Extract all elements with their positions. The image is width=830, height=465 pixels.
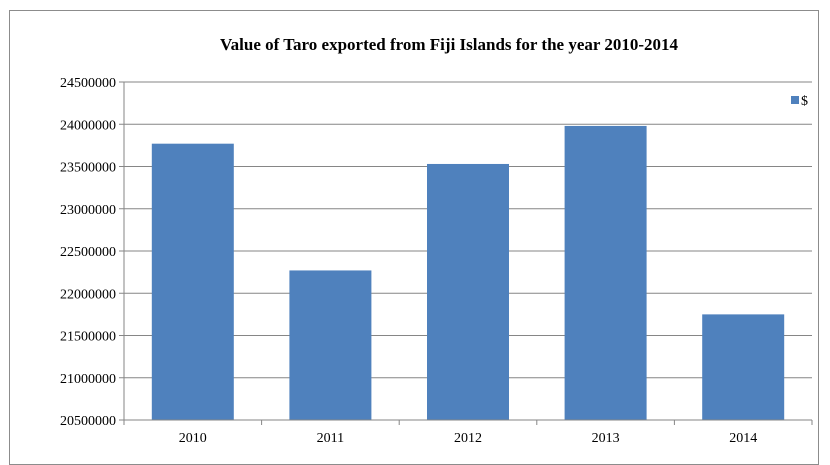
x-axis-ticks: 2010 2011 2012 2013 2014 (123, 420, 813, 446)
bar-2011 (289, 270, 372, 420)
x-tick-label: 2014 (729, 431, 757, 446)
bar-2012 (427, 163, 509, 420)
x-tick-label: 2012 (454, 431, 482, 446)
bar-2014 (702, 314, 785, 420)
bar-2013 (564, 125, 647, 420)
x-tick-label: 2013 (592, 431, 620, 446)
y-tick-label: 21000000 (60, 372, 116, 387)
chart-title: Value of Taro exported from Fiji Islands… (220, 35, 679, 54)
chart-frame (9, 10, 819, 465)
y-tick-label: 23000000 (60, 203, 116, 218)
y-tick-label: 22000000 (60, 287, 116, 302)
y-tick-label: 21500000 (60, 330, 116, 345)
legend-label: $ (801, 94, 808, 109)
y-tick-label: 20500000 (60, 414, 116, 429)
y-tick-label: 24500000 (60, 76, 116, 91)
x-tick-label: 2011 (317, 431, 344, 446)
y-tick-label: 23500000 (60, 161, 116, 176)
legend-swatch (791, 96, 799, 104)
x-tick-label: 2010 (179, 431, 207, 446)
axes (123, 82, 812, 421)
y-tick-label: 24000000 (60, 118, 116, 133)
y-axis-ticks: 20500000 21000000 21500000 22000000 22500000… (60, 76, 124, 429)
y-tick-label: 22500000 (60, 245, 116, 260)
bars (151, 125, 785, 420)
legend: $ (791, 94, 808, 109)
bar-2010 (151, 143, 234, 420)
